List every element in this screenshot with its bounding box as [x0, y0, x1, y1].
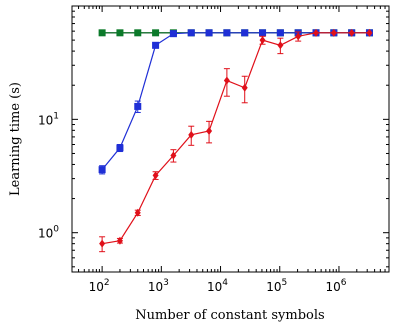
- x-axis-label: Number of constant symbols: [135, 308, 324, 323]
- data-point: [99, 29, 106, 36]
- data-point: [206, 127, 212, 135]
- plot-frame: [72, 6, 389, 272]
- data-point: [99, 240, 105, 248]
- series-2: [99, 29, 373, 174]
- data-point: [260, 36, 266, 44]
- tick-labels: 102 103 104 105 106 100 101: [38, 111, 347, 294]
- series-layer: [99, 29, 373, 252]
- data-point: [277, 29, 284, 36]
- x-tick-label: 106: [325, 278, 346, 294]
- data-point: [152, 42, 159, 49]
- series-3: [99, 29, 372, 252]
- data-point: [188, 29, 195, 36]
- axis-ticks: [72, 6, 389, 272]
- data-point: [152, 29, 159, 36]
- x-tick-label: 102: [89, 278, 110, 294]
- data-point: [241, 29, 248, 36]
- data-point: [116, 29, 123, 36]
- x-tick-label: 104: [207, 278, 228, 294]
- data-point: [116, 144, 123, 151]
- series-line: [102, 33, 369, 244]
- y-axis-label: Learning time (s): [8, 82, 23, 196]
- y-tick-label: 101: [38, 111, 59, 127]
- series-line: [102, 33, 369, 170]
- data-point: [99, 166, 106, 173]
- data-point: [277, 41, 283, 49]
- data-point: [259, 29, 266, 36]
- data-point: [224, 77, 230, 85]
- data-point: [223, 29, 230, 36]
- x-tick-label: 103: [148, 278, 169, 294]
- x-tick-label: 105: [266, 278, 287, 294]
- y-tick-label: 100: [38, 225, 59, 241]
- data-point: [170, 30, 177, 37]
- data-point: [134, 103, 141, 110]
- data-point: [134, 29, 141, 36]
- data-point: [206, 29, 213, 36]
- data-point: [242, 84, 248, 92]
